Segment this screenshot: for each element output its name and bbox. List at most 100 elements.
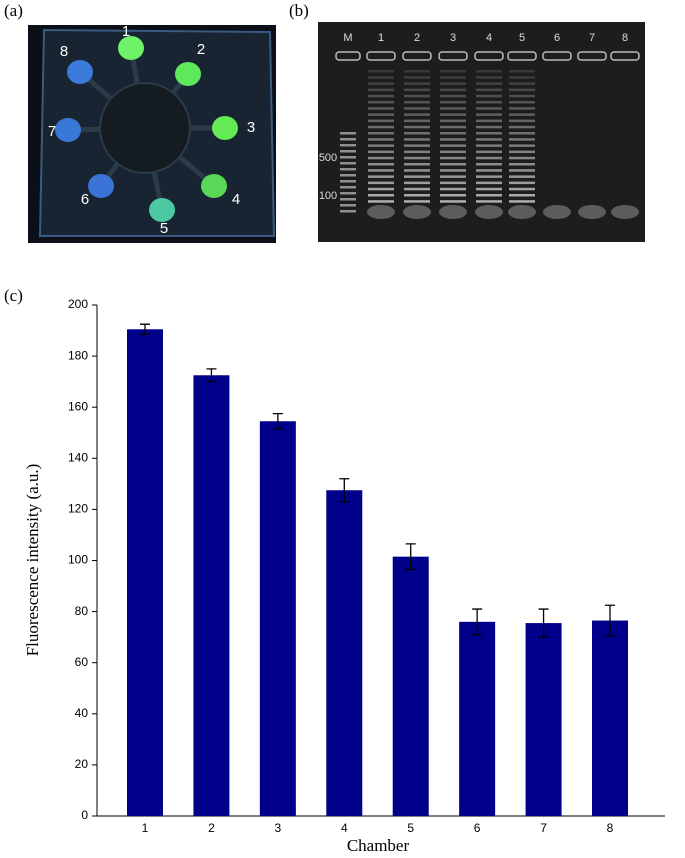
band xyxy=(404,107,430,110)
bar xyxy=(193,375,230,816)
y-tick-label: 20 xyxy=(75,757,89,771)
bar xyxy=(259,421,296,816)
band xyxy=(404,163,430,166)
chip-photo: 1 2 3 4 5 6 7 8 xyxy=(28,23,276,243)
ladder-band xyxy=(340,150,356,153)
primer-glow xyxy=(543,205,571,219)
error-bar xyxy=(405,543,416,571)
band xyxy=(509,200,535,203)
band xyxy=(404,194,430,197)
y-tick-label: 100 xyxy=(68,553,88,567)
well xyxy=(366,51,396,61)
y-tick-label: 140 xyxy=(68,450,88,464)
band xyxy=(440,150,466,154)
band xyxy=(509,138,535,141)
primer-glow xyxy=(611,205,639,219)
band xyxy=(509,175,535,178)
band xyxy=(509,94,535,98)
band xyxy=(509,187,535,191)
x-tick-label: 6 xyxy=(474,821,481,835)
band xyxy=(509,107,535,110)
ladder-band xyxy=(340,210,356,213)
error-bar xyxy=(206,368,217,383)
chip-label: 4 xyxy=(232,191,240,208)
band xyxy=(404,113,430,116)
band xyxy=(404,101,430,104)
band xyxy=(476,163,502,166)
band xyxy=(509,76,535,79)
band xyxy=(509,132,535,135)
y-axis-title: Fluorescence intensity (a.u.) xyxy=(23,464,42,657)
band xyxy=(509,119,535,123)
band xyxy=(368,200,394,203)
gel-photo: M 1 2 3 4 5 6 7 8 500 100 xyxy=(318,22,645,242)
well xyxy=(474,51,504,61)
band xyxy=(476,119,502,123)
x-tick-label: 8 xyxy=(607,821,614,835)
ladder-band xyxy=(340,180,356,183)
band xyxy=(368,156,394,160)
ladder-band xyxy=(340,174,356,177)
band xyxy=(404,200,430,203)
band xyxy=(476,132,502,135)
band xyxy=(440,187,466,191)
band xyxy=(404,138,430,141)
bar xyxy=(392,556,429,816)
band xyxy=(476,150,502,154)
band xyxy=(368,82,394,85)
band xyxy=(368,194,394,197)
lane-label: 1 xyxy=(378,32,384,44)
x-tick-label: 7 xyxy=(540,821,547,835)
ladder-label: 500 xyxy=(319,152,337,164)
band xyxy=(368,113,394,116)
band xyxy=(368,101,394,104)
error-bar xyxy=(472,608,483,636)
band xyxy=(440,70,466,73)
chip-label: 2 xyxy=(197,41,205,58)
y-tick-label: 160 xyxy=(68,399,88,413)
band xyxy=(476,88,502,92)
band xyxy=(368,119,394,123)
band xyxy=(476,138,502,141)
chip-label: 1 xyxy=(122,23,130,40)
band xyxy=(440,76,466,79)
band xyxy=(368,163,394,166)
chip-label: 8 xyxy=(60,43,68,60)
band xyxy=(404,175,430,178)
lane-label: 6 xyxy=(554,32,560,44)
error-bar xyxy=(605,604,615,637)
chip-label: 7 xyxy=(48,123,56,140)
chip-label: 3 xyxy=(247,119,255,136)
well xyxy=(542,51,572,61)
chip-label: 6 xyxy=(81,191,89,208)
well xyxy=(438,51,468,61)
band xyxy=(440,156,466,160)
band xyxy=(404,119,430,123)
lane-label: 2 xyxy=(414,32,420,44)
ladder-band xyxy=(340,198,356,201)
band xyxy=(368,76,394,79)
band xyxy=(509,163,535,166)
band xyxy=(404,181,430,185)
band xyxy=(368,125,394,129)
lane-label: 5 xyxy=(519,32,525,44)
band xyxy=(404,150,430,154)
primer-glow xyxy=(578,205,606,219)
band xyxy=(404,82,430,85)
band xyxy=(476,94,502,98)
panel-label: (a) xyxy=(4,1,23,20)
band xyxy=(509,88,535,92)
x-tick-label: 1 xyxy=(142,821,149,835)
y-tick-label: 40 xyxy=(75,706,89,720)
band xyxy=(476,156,502,160)
band xyxy=(440,125,466,129)
band xyxy=(404,125,430,129)
band xyxy=(404,88,430,92)
band xyxy=(440,138,466,141)
error-bar xyxy=(140,323,150,336)
y-tick-label: 80 xyxy=(75,604,89,618)
lane-label: 7 xyxy=(589,32,595,44)
band xyxy=(476,169,502,172)
well xyxy=(610,51,640,61)
